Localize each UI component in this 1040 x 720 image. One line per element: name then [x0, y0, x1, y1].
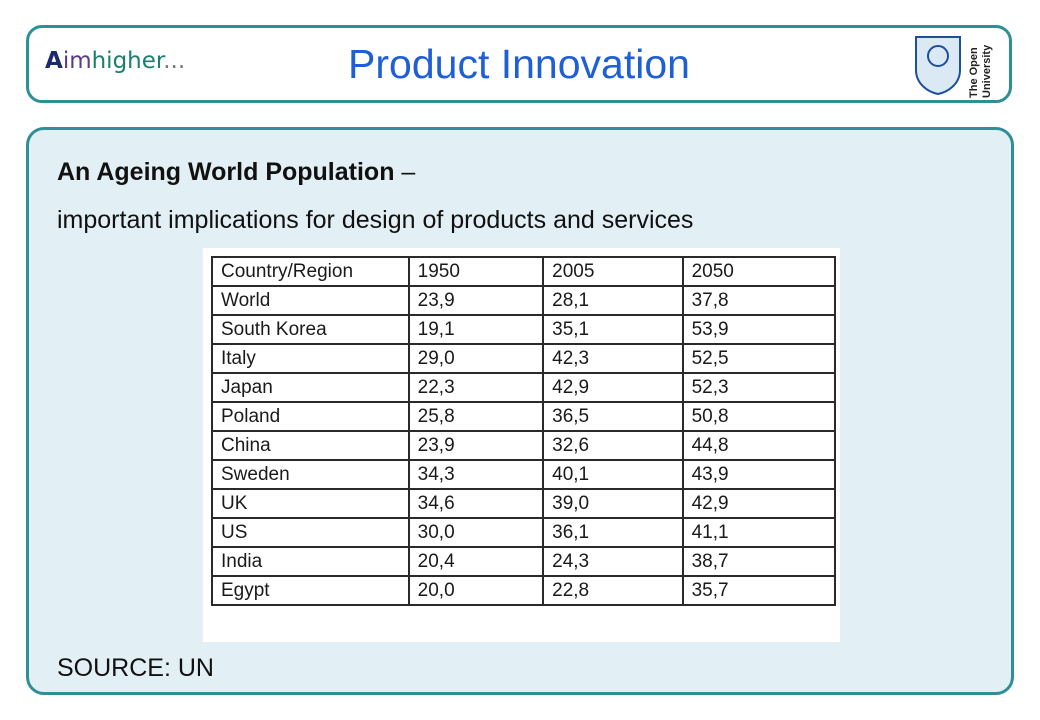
table-cell: 29,0: [407, 343, 545, 374]
open-university-logo: The Open University: [912, 34, 1002, 98]
table-cell: 43,9: [681, 459, 837, 490]
heading-dash: –: [394, 158, 416, 186]
table-row: Japan 22,3 42,9 52,3: [211, 372, 837, 403]
table-cell: Italy: [211, 343, 410, 374]
table-cell: 34,3: [407, 459, 545, 490]
table-cell: South Korea: [211, 314, 410, 345]
logo-part-im: im: [62, 48, 92, 74]
content-panel: An Ageing World Population – important i…: [26, 127, 1014, 695]
table-cell: 42,9: [681, 488, 837, 519]
table-cell: World: [211, 285, 410, 316]
table-body: World 23,9 28,1 37,8 South Korea 19,1 35,1 53,…: [211, 285, 837, 606]
table-cell: 40,1: [542, 459, 684, 490]
table-row: China 23,9 32,6 44,8: [211, 430, 837, 461]
content-heading: An Ageing World Population –: [57, 158, 415, 187]
table-cell: 30,0: [407, 517, 545, 548]
table-cell: 32,6: [542, 430, 684, 461]
table-cell: 24,3: [542, 546, 684, 577]
table-cell: 42,3: [542, 343, 684, 374]
logo-part-higher: higher: [91, 48, 164, 74]
table-cell: US: [211, 517, 410, 548]
logo-part-a: A: [45, 48, 63, 74]
table-cell: 28,1: [542, 285, 684, 316]
table-cell: Sweden: [211, 459, 410, 490]
table-cell: 22,3: [407, 372, 545, 403]
table-cell: 20,4: [407, 546, 545, 577]
table-cell: 22,8: [542, 575, 684, 606]
header-panel: Aimhigher... Product Innovation The Open…: [26, 25, 1012, 103]
source-note: SOURCE: UN: [57, 654, 214, 682]
column-header: 2050: [681, 256, 837, 287]
population-table-image: Country/Region 1950 2005 2050 World 23,9 2…: [203, 248, 840, 642]
population-table: Country/Region 1950 2005 2050 World 23,9 2…: [211, 256, 837, 606]
table-row: Poland 25,8 36,5 50,8: [211, 401, 837, 432]
aimhigher-logo: Aimhigher...: [45, 48, 185, 74]
table-cell: 41,1: [681, 517, 837, 548]
column-header: 1950: [407, 256, 545, 287]
table-row: World 23,9 28,1 37,8: [211, 285, 837, 316]
table-row: UK 34,6 39,0 42,9: [211, 488, 837, 519]
table-cell: 35,7: [681, 575, 837, 606]
table-cell: 34,6: [407, 488, 545, 519]
table-row: South Korea 19,1 35,1 53,9: [211, 314, 837, 345]
table-row: Sweden 34,3 40,1 43,9: [211, 459, 837, 490]
table-row: Egypt 20,0 22,8 35,7: [211, 575, 837, 606]
table-cell: 44,8: [681, 430, 837, 461]
table-cell: 38,7: [681, 546, 837, 577]
table-cell: Japan: [211, 372, 410, 403]
table-row: Italy 29,0 42,3 52,5: [211, 343, 837, 374]
ou-wordmark: The Open University: [968, 45, 994, 98]
table-cell: 37,8: [681, 285, 837, 316]
ou-wordmark-line2: University: [981, 44, 993, 98]
table-cell: 25,8: [407, 401, 545, 432]
table-cell: Egypt: [211, 575, 410, 606]
table-row: India 20,4 24,3 38,7: [211, 546, 837, 577]
table-cell: Poland: [211, 401, 410, 432]
table-cell: 20,0: [407, 575, 545, 606]
table-cell: 52,3: [681, 372, 837, 403]
table-cell: 35,1: [542, 314, 684, 345]
logo-part-ellipsis: ...: [163, 48, 186, 74]
table-cell: 36,5: [542, 401, 684, 432]
column-header: 2005: [542, 256, 684, 287]
table-row: US 30,0 36,1 41,1: [211, 517, 837, 548]
content-subheading: important implications for design of pro…: [57, 206, 694, 234]
table-cell: 52,5: [681, 343, 837, 374]
column-header: Country/Region: [211, 256, 410, 287]
table-cell: UK: [211, 488, 410, 519]
table-header-row: Country/Region 1950 2005 2050: [211, 256, 837, 287]
table-cell: 53,9: [681, 314, 837, 345]
ou-wordmark-line1: The Open: [968, 47, 980, 98]
heading-bold-text: An Ageing World Population: [57, 158, 395, 186]
table-cell: China: [211, 430, 410, 461]
table-cell: 39,0: [542, 488, 684, 519]
table-cell: 50,8: [681, 401, 837, 432]
ou-shield-icon: [915, 36, 961, 96]
table-cell: 19,1: [407, 314, 545, 345]
table-cell: 36,1: [542, 517, 684, 548]
table-cell: India: [211, 546, 410, 577]
slide-title: Product Innovation: [348, 41, 690, 87]
table-cell: 42,9: [542, 372, 684, 403]
table-cell: 23,9: [407, 430, 545, 461]
table-cell: 23,9: [407, 285, 545, 316]
